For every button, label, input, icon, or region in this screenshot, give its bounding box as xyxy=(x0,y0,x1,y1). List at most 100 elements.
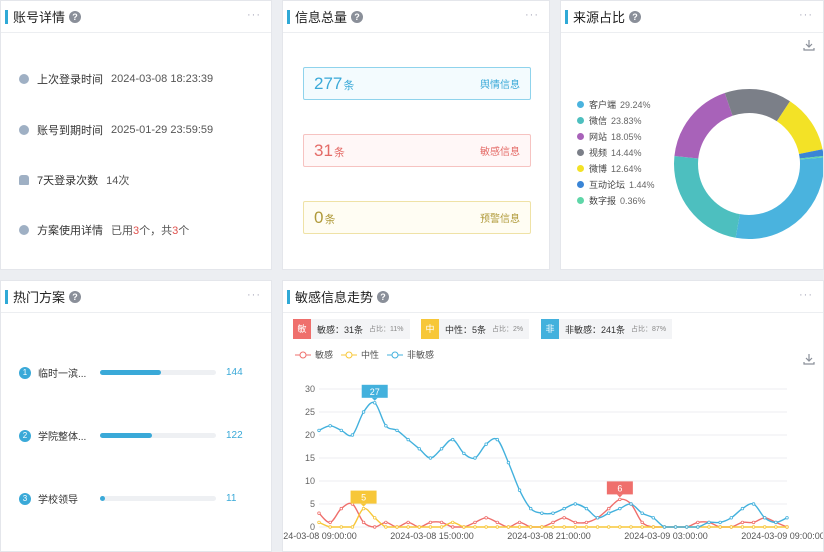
series-point[interactable] xyxy=(506,460,511,465)
series-point[interactable] xyxy=(763,525,767,529)
series-point[interactable] xyxy=(484,525,488,529)
series-point[interactable] xyxy=(495,437,499,442)
series-point[interactable] xyxy=(651,516,655,520)
series-point[interactable] xyxy=(462,525,466,529)
series-point[interactable] xyxy=(384,424,388,428)
hot-plan-row[interactable]: 2 学院整体... 122 xyxy=(19,428,243,443)
source-legend-item[interactable]: 网站 18.05% xyxy=(577,130,642,143)
series-point[interactable] xyxy=(573,520,577,525)
series-point[interactable] xyxy=(562,525,566,529)
source-legend-item[interactable]: 微博 12.64% xyxy=(577,162,642,175)
series-point[interactable] xyxy=(384,525,388,529)
series-point[interactable] xyxy=(618,506,622,511)
hot-plan-name[interactable]: 临时一滨... xyxy=(38,369,87,380)
series-point[interactable] xyxy=(428,525,433,529)
series-point[interactable] xyxy=(696,525,700,529)
series-point[interactable] xyxy=(317,511,321,515)
series-point[interactable] xyxy=(462,451,466,456)
series-point[interactable] xyxy=(740,520,745,525)
series-point[interactable] xyxy=(529,506,533,511)
series-point[interactable] xyxy=(506,525,511,529)
donut-slice[interactable] xyxy=(674,89,823,239)
series-point[interactable] xyxy=(718,525,722,529)
series-point[interactable] xyxy=(774,525,778,529)
series-point[interactable] xyxy=(740,506,745,511)
series-point[interactable] xyxy=(484,516,488,520)
series-point[interactable] xyxy=(763,516,767,520)
series-point[interactable] xyxy=(774,520,778,525)
source-legend-item[interactable]: 数字报 0.36% xyxy=(577,194,646,207)
more-icon[interactable]: ··· xyxy=(799,289,813,301)
help-icon[interactable]: ? xyxy=(69,290,82,303)
series-point[interactable] xyxy=(595,516,600,520)
series-point[interactable] xyxy=(640,525,644,529)
public-opinion-box[interactable]: 277条 舆情信息 xyxy=(303,67,531,100)
series-point[interactable] xyxy=(629,502,633,506)
series-point[interactable] xyxy=(517,520,522,525)
series-point[interactable] xyxy=(339,506,343,511)
series-point[interactable] xyxy=(439,525,444,529)
series-point[interactable] xyxy=(350,525,355,529)
series-point[interactable] xyxy=(673,525,678,529)
series-point[interactable] xyxy=(406,520,410,525)
series-point[interactable] xyxy=(373,401,377,405)
series-point[interactable] xyxy=(662,525,667,529)
sensitive-box[interactable]: 31条 敏感信息 xyxy=(303,134,531,167)
series-point[interactable] xyxy=(685,525,689,529)
series-point[interactable] xyxy=(529,525,533,529)
series-point[interactable] xyxy=(495,525,499,529)
series-point[interactable] xyxy=(395,525,399,529)
series-point[interactable] xyxy=(540,511,544,515)
series-point[interactable] xyxy=(339,428,343,433)
source-legend-item[interactable]: 互动论坛 1.44% xyxy=(577,178,655,191)
more-icon[interactable]: ··· xyxy=(525,9,539,21)
source-legend-item[interactable]: 客户端 29.24% xyxy=(577,98,651,111)
help-icon[interactable]: ? xyxy=(351,10,364,23)
help-icon[interactable]: ? xyxy=(69,10,82,23)
series-point[interactable] xyxy=(718,520,722,525)
donut-slice[interactable] xyxy=(674,89,823,239)
series-point[interactable] xyxy=(517,488,522,492)
series-point[interactable] xyxy=(729,525,733,529)
series-point[interactable] xyxy=(328,525,332,529)
series-point[interactable] xyxy=(339,525,343,529)
series-point[interactable] xyxy=(439,520,444,525)
help-icon[interactable]: ? xyxy=(629,10,642,23)
more-icon[interactable]: ··· xyxy=(247,9,261,21)
series-point[interactable] xyxy=(428,456,433,460)
series-point[interactable] xyxy=(350,433,355,437)
series-point[interactable] xyxy=(618,525,622,529)
series-point[interactable] xyxy=(451,520,455,525)
series-point[interactable] xyxy=(439,447,444,451)
series-point[interactable] xyxy=(584,525,589,529)
series-point[interactable] xyxy=(551,520,555,525)
series-point[interactable] xyxy=(551,525,555,529)
legend-label[interactable]: 非敏感 xyxy=(407,349,434,360)
series-point[interactable] xyxy=(473,520,477,525)
series-point[interactable] xyxy=(584,506,589,511)
series-point[interactable] xyxy=(607,511,611,515)
series-point[interactable] xyxy=(361,506,366,511)
series-point[interactable] xyxy=(451,437,455,442)
more-icon[interactable]: ··· xyxy=(247,289,261,301)
series-point[interactable] xyxy=(451,525,455,529)
series-point[interactable] xyxy=(417,525,421,529)
series-point[interactable] xyxy=(707,520,711,525)
legend-label[interactable]: 中性 xyxy=(361,349,379,360)
series-point[interactable] xyxy=(406,525,410,529)
series-point[interactable] xyxy=(317,520,321,525)
series-point[interactable] xyxy=(651,525,655,529)
series-point[interactable] xyxy=(517,525,522,529)
series-point[interactable] xyxy=(751,520,756,525)
series-point[interactable] xyxy=(395,428,399,433)
series-point[interactable] xyxy=(785,525,789,529)
series-point[interactable] xyxy=(373,516,377,520)
download-icon[interactable] xyxy=(803,39,815,51)
more-icon[interactable]: ··· xyxy=(799,9,813,21)
series-point[interactable] xyxy=(428,520,433,525)
series-point[interactable] xyxy=(473,456,477,460)
series-point[interactable] xyxy=(595,525,600,529)
hot-plan-row[interactable]: 3 学校领导 11 xyxy=(19,491,236,506)
download-icon[interactable] xyxy=(803,353,815,365)
series-point[interactable] xyxy=(629,525,633,529)
